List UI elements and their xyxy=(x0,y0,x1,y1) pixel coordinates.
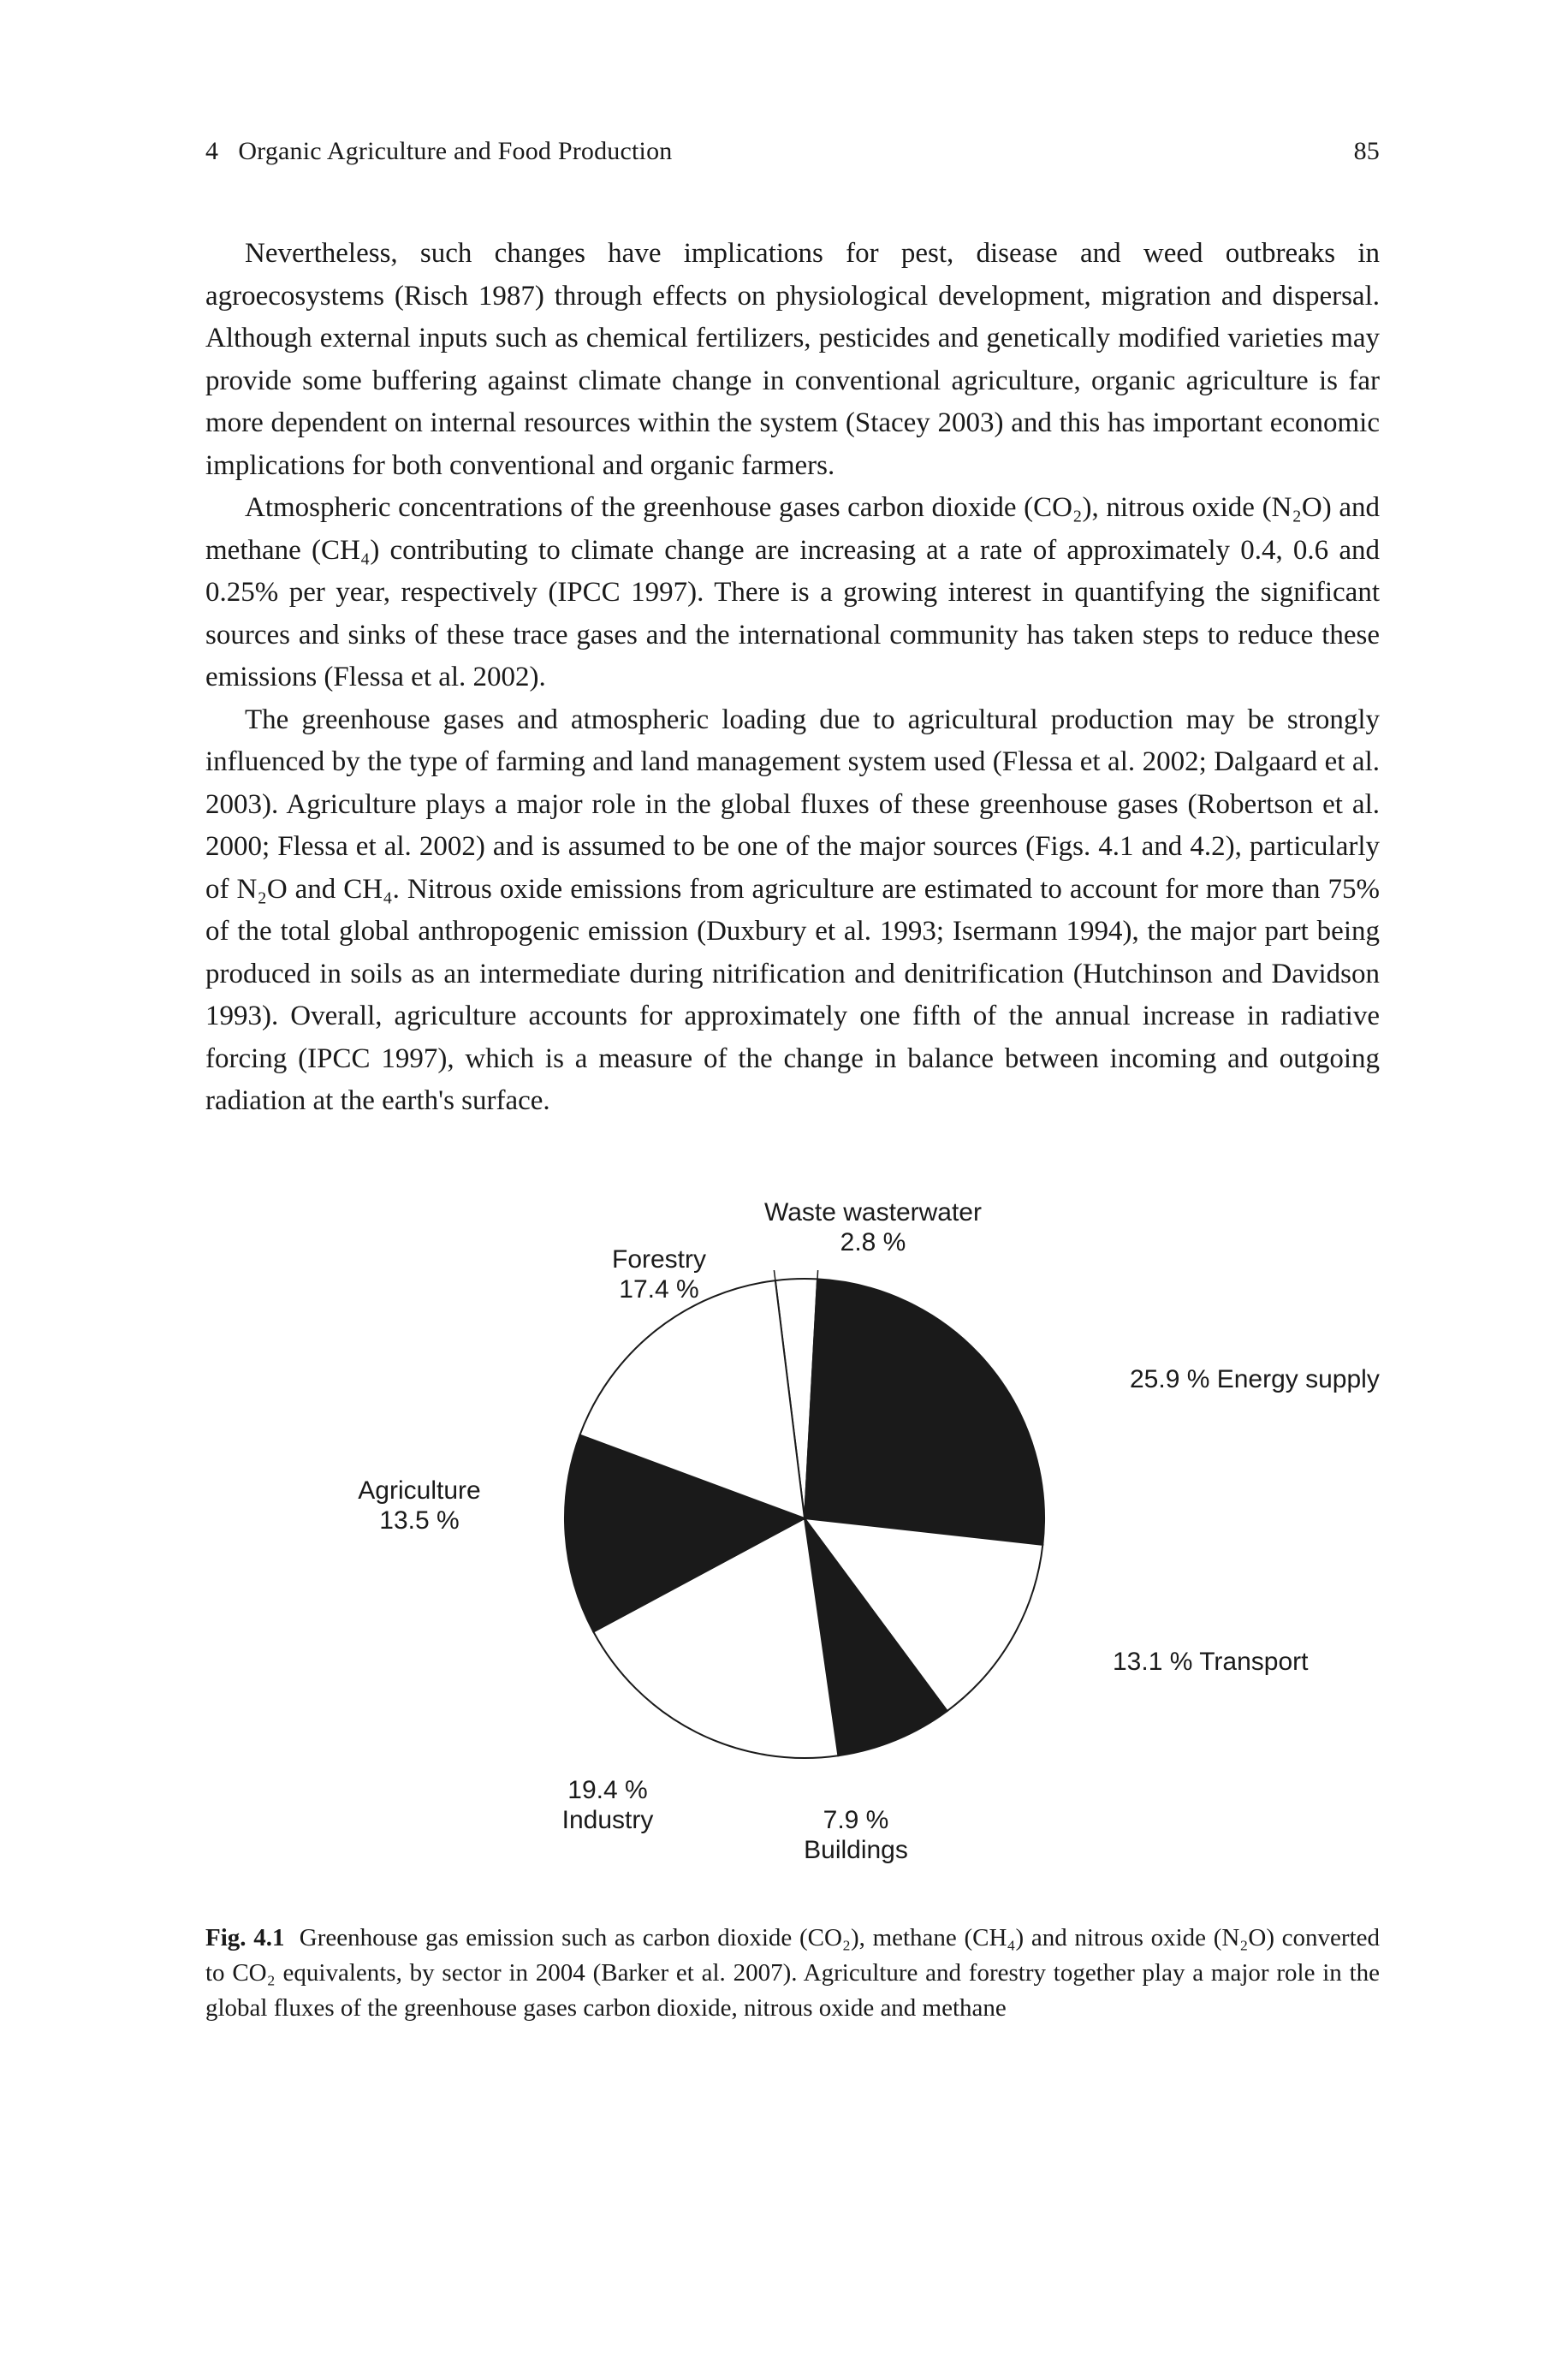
leader-line xyxy=(773,1270,775,1280)
slice-label: 13.1 % Transport xyxy=(1113,1647,1308,1677)
paragraph-1: Nevertheless, such changes have implicat… xyxy=(205,233,1380,487)
page-number: 85 xyxy=(1354,137,1380,166)
leader-line xyxy=(817,1270,818,1279)
figure-caption: Fig. 4.1 Greenhouse gas emission such as… xyxy=(205,1921,1380,2027)
caption-text: Greenhouse gas emission such as carbon d… xyxy=(205,1924,1380,2022)
slice-label: Agriculture13.5 % xyxy=(358,1476,480,1536)
caption-lead: Fig. 4.1 xyxy=(205,1924,284,1951)
slice-label: 19.4 %Industry xyxy=(562,1775,654,1836)
chapter-number: 4 xyxy=(205,137,218,165)
slice-label: 7.9 %Buildings xyxy=(804,1805,908,1866)
paragraph-3: The greenhouse gases and atmospheric loa… xyxy=(205,699,1380,1123)
chapter-title: Organic Agriculture and Food Production xyxy=(238,137,672,165)
slice-label: 25.9 % Energy supply xyxy=(1130,1364,1380,1394)
body-text: Nevertheless, such changes have implicat… xyxy=(205,233,1380,1123)
running-head: 4 Organic Agriculture and Food Productio… xyxy=(205,137,1380,166)
paragraph-2: Atmospheric concentrations of the greenh… xyxy=(205,487,1380,699)
header-left: 4 Organic Agriculture and Food Productio… xyxy=(205,137,672,166)
slice-label: Forestry17.4 % xyxy=(612,1244,706,1305)
pie-slice xyxy=(805,1279,1044,1544)
pie-chart xyxy=(556,1270,1053,1767)
slice-label: Waste wasterwater2.8 % xyxy=(764,1197,982,1258)
figure-4-1: Waste wasterwater2.8 % 25.9 % Energy supp… xyxy=(205,1193,1380,1895)
page: 4 Organic Agriculture and Food Productio… xyxy=(0,0,1568,2376)
